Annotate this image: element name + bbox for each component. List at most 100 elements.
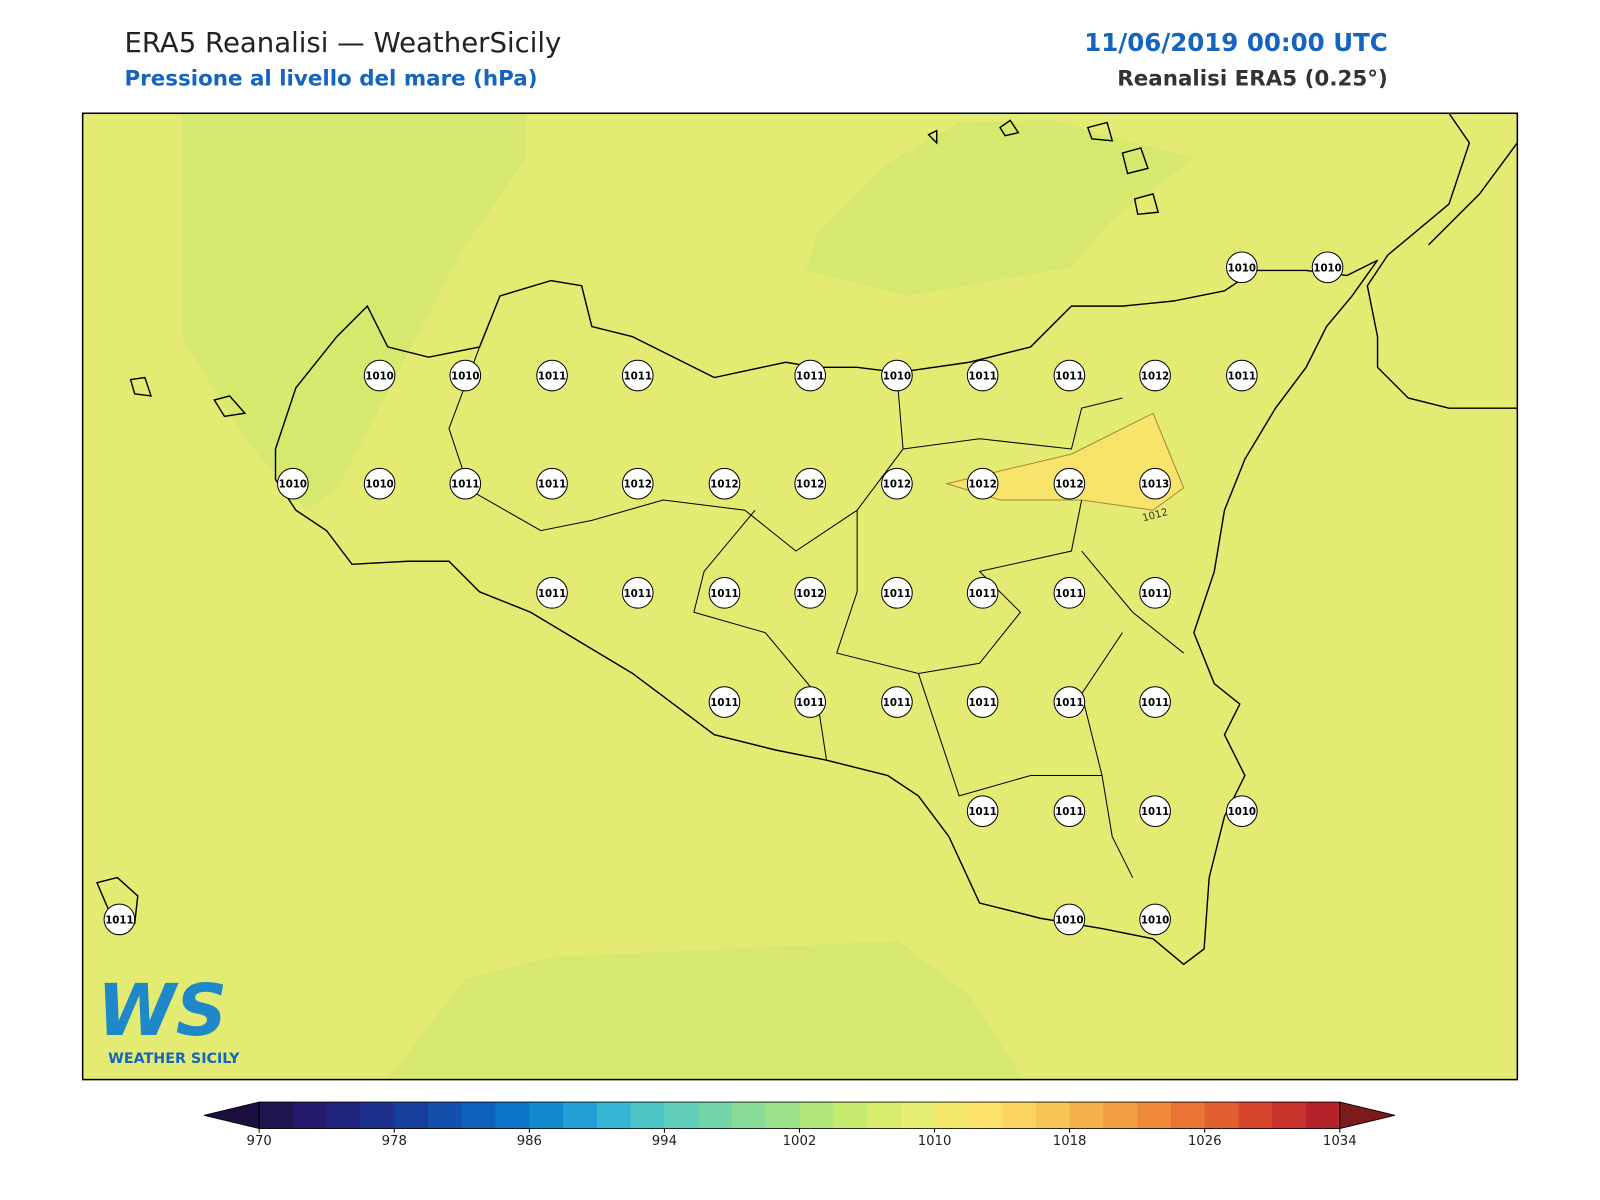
station: 1011: [1139, 686, 1171, 718]
station-marker: [966, 577, 999, 609]
colorbar-segment: [1069, 1102, 1104, 1129]
station: 1011: [621, 577, 654, 609]
province-borders: [448, 346, 1184, 878]
station-value: 1010: [1228, 263, 1256, 274]
colorbar-segment: [968, 1102, 1003, 1129]
pressure-area: [806, 120, 1194, 296]
station: 1012: [881, 467, 913, 500]
station-value: 1011: [1055, 589, 1083, 600]
station: 1010: [363, 359, 396, 392]
station-marker: [881, 686, 913, 718]
station-marker: [794, 467, 827, 500]
pressure-area: [181, 113, 526, 511]
station: 1012: [1139, 359, 1171, 392]
colorbar-over: [1339, 1101, 1395, 1130]
station-value: 1011: [1141, 807, 1169, 818]
colorbar-segment: [259, 1102, 294, 1129]
colorbar-segment: [1170, 1102, 1206, 1129]
station: 1010: [1139, 903, 1171, 936]
colorbar-segment: [765, 1102, 800, 1129]
colorbar-segment: [1204, 1102, 1239, 1129]
colorbar-tick-label: 1002: [783, 1134, 817, 1149]
station-value: 1012: [1055, 480, 1083, 491]
station: 1010: [449, 359, 482, 392]
station: 1012: [794, 467, 827, 500]
station-marker: [621, 577, 654, 609]
station-value: 1010: [279, 480, 307, 491]
station-value: 1011: [883, 698, 911, 709]
station-value: 1010: [1313, 263, 1341, 274]
station: 1011: [708, 577, 741, 609]
station-value: 1011: [883, 589, 911, 600]
station: 1010: [1053, 903, 1086, 936]
station: 1011: [1139, 577, 1171, 609]
sicily-coast: [274, 259, 1379, 966]
station-value: 1011: [968, 807, 996, 818]
station: 1011: [1053, 577, 1086, 609]
station-value: 1010: [1141, 915, 1169, 926]
colorbar-segment: [326, 1102, 362, 1129]
islands: [95, 119, 1160, 925]
colorbar-tick-label: 970: [247, 1134, 272, 1149]
station-marker: [794, 686, 827, 718]
station-value: 1011: [1055, 372, 1083, 383]
station-marker: [1053, 577, 1086, 609]
colorbar-segment: [934, 1102, 969, 1129]
station-marker: [277, 467, 309, 500]
station: 1010: [277, 467, 309, 500]
station: 1013: [1139, 467, 1171, 500]
station-value: 1011: [538, 589, 566, 600]
colorbar-tick-label: 1026: [1188, 1134, 1222, 1149]
colorbar-segment: [698, 1102, 733, 1129]
station-value: 1011: [538, 372, 566, 383]
source: Reanalisi ERA5 (0.25°): [1117, 67, 1387, 92]
station: 1011: [794, 359, 827, 392]
station-marker: [363, 467, 396, 500]
station-marker: [1139, 686, 1171, 718]
station: 1010: [1226, 795, 1258, 828]
colorbar-segment: [664, 1102, 699, 1129]
colorbar-segment: [1306, 1102, 1341, 1129]
colorbar-segment: [596, 1102, 632, 1129]
colorbar: 970 978 986 994 1002 1010 1018 1026 1034: [203, 1101, 1395, 1149]
colorbar-tick-label: 1034: [1323, 1134, 1357, 1149]
station-value: 1011: [968, 589, 996, 600]
station-marker: [881, 577, 913, 609]
title: ERA5 Reanalisi — WeatherSicily: [124, 27, 561, 59]
colorbar-tick-label: 994: [652, 1134, 677, 1149]
colorbar-segment: [360, 1102, 395, 1129]
station: 1012: [794, 577, 827, 609]
station-value: 1011: [105, 915, 133, 926]
station: 1012: [1053, 467, 1086, 500]
station-marker: [1226, 359, 1258, 392]
station: 1011: [881, 577, 913, 609]
station: 1011: [966, 686, 999, 718]
station: 1011: [1053, 359, 1086, 392]
colorbar-segment: [461, 1102, 497, 1129]
colorbar-segment: [428, 1102, 463, 1129]
station-value: 1011: [968, 698, 996, 709]
station: 1012: [621, 467, 654, 500]
station: 1011: [966, 577, 999, 609]
station-value: 1010: [1228, 807, 1256, 818]
pressure-area: [387, 940, 1024, 1080]
station-value: 1010: [1055, 915, 1083, 926]
subtitle: Pressione al livello del mare (hPa): [124, 67, 537, 92]
colorbar-segment: [833, 1102, 868, 1129]
station-value: 1011: [1141, 698, 1169, 709]
station-value: 1011: [451, 480, 479, 491]
station-marker: [881, 359, 913, 392]
station-marker: [536, 359, 568, 392]
station-marker: [1226, 251, 1258, 284]
station: 1011: [536, 359, 568, 392]
station: 1011: [621, 359, 654, 392]
colorbar-segment: [1137, 1102, 1172, 1129]
station-marker: [1139, 577, 1171, 609]
station: 1010: [1226, 251, 1258, 284]
station-marker: [449, 467, 482, 500]
station: 1010: [881, 359, 913, 392]
station-marker: [449, 359, 482, 392]
station-marker: [794, 577, 827, 609]
station-marker: [708, 467, 741, 500]
